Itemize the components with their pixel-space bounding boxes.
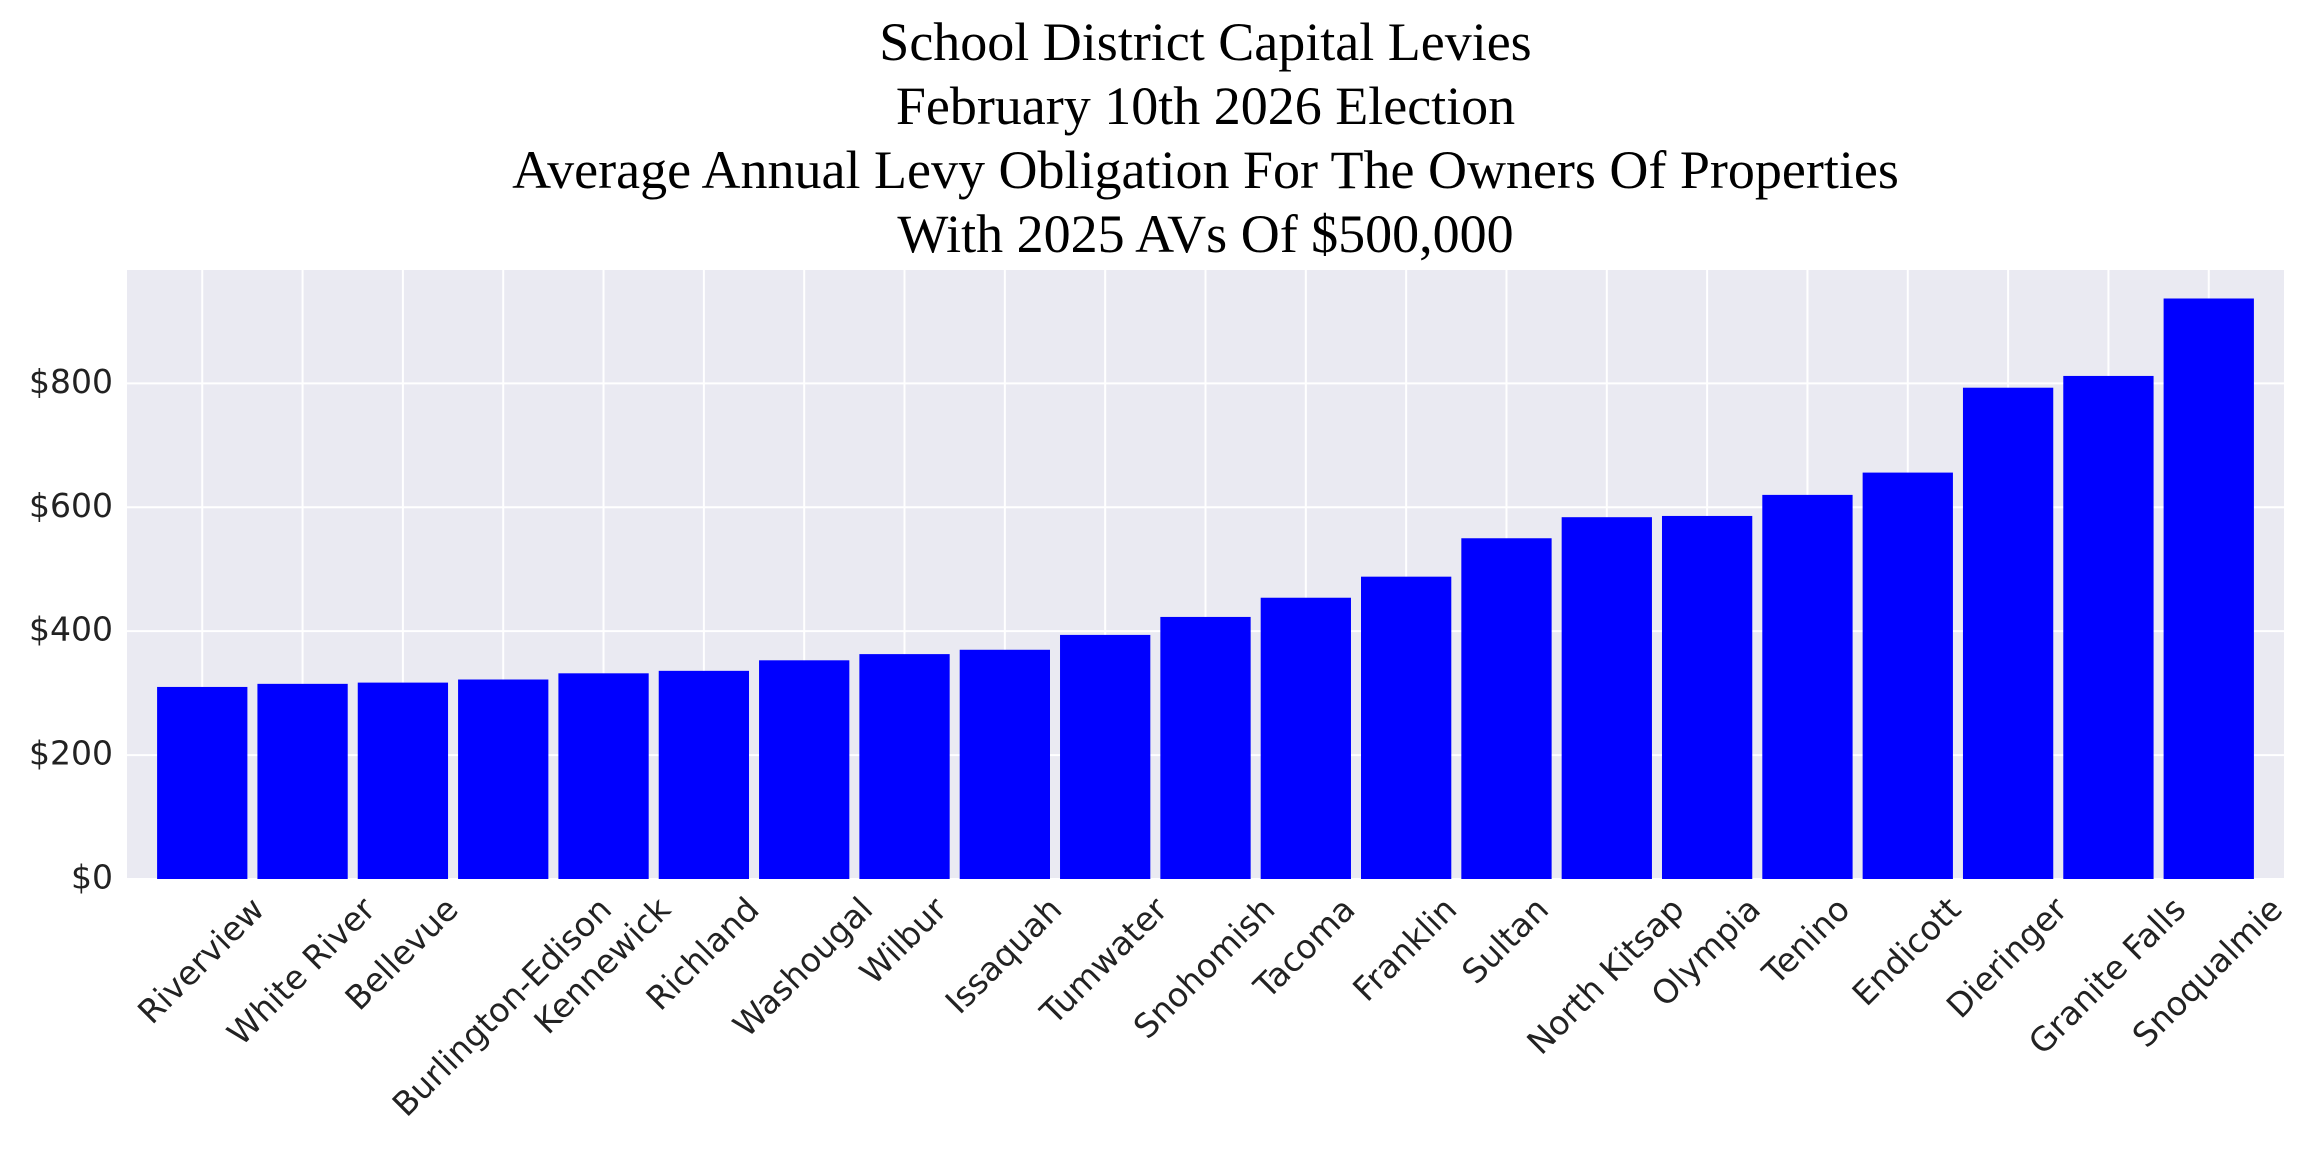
y-tick-label: $0 — [71, 858, 113, 897]
bar — [1060, 634, 1151, 879]
bar — [658, 670, 750, 879]
x-tick-label: Tenino — [1754, 889, 1857, 992]
bar — [558, 673, 649, 879]
bar — [2063, 375, 2154, 879]
bar — [357, 682, 449, 879]
y-tick-label: $600 — [29, 486, 113, 525]
chart-title: February 10th 2026 Election — [896, 76, 1515, 136]
x-tick-label: Sultan — [1454, 889, 1556, 991]
bar — [1461, 538, 1552, 879]
bar — [1361, 576, 1452, 879]
bar — [257, 683, 348, 879]
chart-title: School District Capital Levies — [879, 12, 1531, 72]
bar — [1661, 515, 1753, 879]
bar — [1962, 387, 2054, 879]
y-tick-label: $400 — [29, 610, 113, 649]
bar — [1260, 597, 1351, 879]
bar — [2163, 298, 2254, 879]
chart-title: With 2025 AVs Of $500,000 — [897, 204, 1513, 264]
bar — [859, 654, 950, 879]
bar — [1160, 616, 1251, 879]
bar — [959, 649, 1050, 879]
bar — [1862, 472, 1953, 879]
chart-title: Average Annual Levy Obligation For The O… — [512, 140, 1899, 200]
bar — [759, 660, 850, 879]
bar — [458, 679, 549, 879]
x-tick-label: Franklin — [1345, 889, 1464, 1008]
bars — [157, 298, 2254, 879]
bar — [157, 686, 248, 879]
y-tick-label: $200 — [29, 734, 113, 773]
y-tick-label: $800 — [29, 362, 113, 401]
bar — [1561, 517, 1652, 879]
bar — [1762, 494, 1853, 879]
